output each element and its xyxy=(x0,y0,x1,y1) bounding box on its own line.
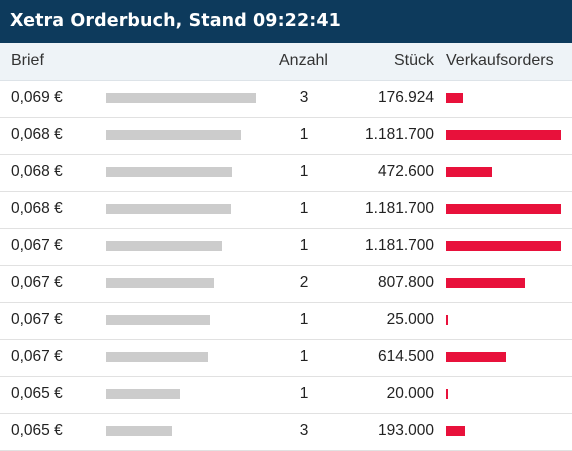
price-cell: 0,065 € xyxy=(11,385,63,402)
price-cell: 0,067 € xyxy=(11,274,63,291)
order-count-cell: 3 xyxy=(299,422,309,439)
sell-volume-bar xyxy=(446,389,448,399)
column-header-verkaufsorders: Verkaufsorders xyxy=(446,52,554,69)
quantity-cell: 1.181.700 xyxy=(365,126,434,143)
sell-volume-track xyxy=(446,278,561,288)
price-cell: 0,068 € xyxy=(11,163,63,180)
price-level-track xyxy=(106,315,256,325)
price-level-bar xyxy=(106,352,208,362)
price-cell: 0,068 € xyxy=(11,200,63,217)
order-count-cell: 1 xyxy=(299,163,309,180)
sell-volume-bar xyxy=(446,167,492,177)
table-row: 0,067 € 1 1.181.700 xyxy=(0,229,572,266)
price-level-track xyxy=(106,389,256,399)
sell-volume-bar xyxy=(446,241,561,251)
price-level-bar xyxy=(106,167,232,177)
column-header-stueck: Stück xyxy=(393,52,434,69)
price-level-track xyxy=(106,241,256,251)
price-level-track xyxy=(106,167,256,177)
order-count-cell: 1 xyxy=(299,200,309,217)
sell-volume-track xyxy=(446,167,561,177)
price-cell: 0,065 € xyxy=(11,422,63,439)
sell-volume-bar xyxy=(446,352,506,362)
table-row: 0,068 € 1 472.600 xyxy=(0,155,572,192)
price-level-bar xyxy=(106,93,256,103)
price-cell: 0,067 € xyxy=(11,311,63,328)
column-header-row: Brief Anzahl Stück Verkaufsorders xyxy=(0,43,572,81)
table-row: 0,067 € 1 25.000 xyxy=(0,303,572,340)
table-row: 0,067 € 2 807.800 xyxy=(0,266,572,303)
order-count-cell: 1 xyxy=(299,385,309,402)
orderbook-rows: 0,069 € 3 176.924 0,068 € 1 1.181.700 0,068 € 1… xyxy=(0,81,572,451)
sell-volume-track xyxy=(446,426,561,436)
quantity-cell: 1.181.700 xyxy=(365,200,434,217)
table-row: 0,069 € 3 176.924 xyxy=(0,81,572,118)
order-count-cell: 1 xyxy=(299,126,309,143)
quantity-cell: 25.000 xyxy=(386,311,434,328)
order-count-cell: 1 xyxy=(299,311,309,328)
price-cell: 0,067 € xyxy=(11,348,63,365)
sell-volume-track xyxy=(446,352,561,362)
price-level-bar xyxy=(106,389,180,399)
table-row: 0,065 € 3 193.000 xyxy=(0,414,572,451)
price-level-bar xyxy=(106,204,231,214)
price-cell: 0,067 € xyxy=(11,237,63,254)
order-count-cell: 1 xyxy=(299,237,309,254)
sell-volume-bar xyxy=(446,130,561,140)
price-level-track xyxy=(106,352,256,362)
sell-volume-track xyxy=(446,130,561,140)
price-level-bar xyxy=(106,241,222,251)
price-level-bar xyxy=(106,278,214,288)
quantity-cell: 176.924 xyxy=(377,89,434,106)
quantity-cell: 1.181.700 xyxy=(365,237,434,254)
price-level-track xyxy=(106,130,256,140)
price-cell: 0,068 € xyxy=(11,126,63,143)
column-header-anzahl: Anzahl xyxy=(279,52,328,69)
price-level-bar xyxy=(106,426,172,436)
price-level-bar xyxy=(106,130,241,140)
sell-volume-bar xyxy=(446,426,465,436)
sell-volume-track xyxy=(446,241,561,251)
quantity-cell: 614.500 xyxy=(377,348,434,365)
sell-volume-track xyxy=(446,93,561,103)
table-row: 0,065 € 1 20.000 xyxy=(0,377,572,414)
price-cell: 0,069 € xyxy=(11,89,63,106)
quantity-cell: 807.800 xyxy=(377,274,434,291)
sell-volume-bar xyxy=(446,315,449,325)
order-count-cell: 1 xyxy=(299,348,309,365)
price-level-bar xyxy=(106,315,210,325)
price-level-track xyxy=(106,93,256,103)
quantity-cell: 193.000 xyxy=(377,422,434,439)
price-level-track xyxy=(106,278,256,288)
price-level-track xyxy=(106,204,256,214)
table-row: 0,067 € 1 614.500 xyxy=(0,340,572,377)
quantity-cell: 20.000 xyxy=(386,385,434,402)
order-count-cell: 3 xyxy=(299,89,309,106)
sell-volume-track xyxy=(446,204,561,214)
table-row: 0,068 € 1 1.181.700 xyxy=(0,192,572,229)
sell-volume-bar xyxy=(446,93,464,103)
column-header-brief: Brief xyxy=(11,52,44,69)
sell-volume-track xyxy=(446,315,561,325)
sell-volume-track xyxy=(446,389,561,399)
price-level-track xyxy=(106,426,256,436)
table-row: 0,068 € 1 1.181.700 xyxy=(0,118,572,155)
quantity-cell: 472.600 xyxy=(377,163,434,180)
order-count-cell: 2 xyxy=(299,274,309,291)
sell-volume-bar xyxy=(446,204,561,214)
orderbook-title: Xetra Orderbuch, Stand 09:22:41 xyxy=(0,0,572,43)
sell-volume-bar xyxy=(446,278,525,288)
